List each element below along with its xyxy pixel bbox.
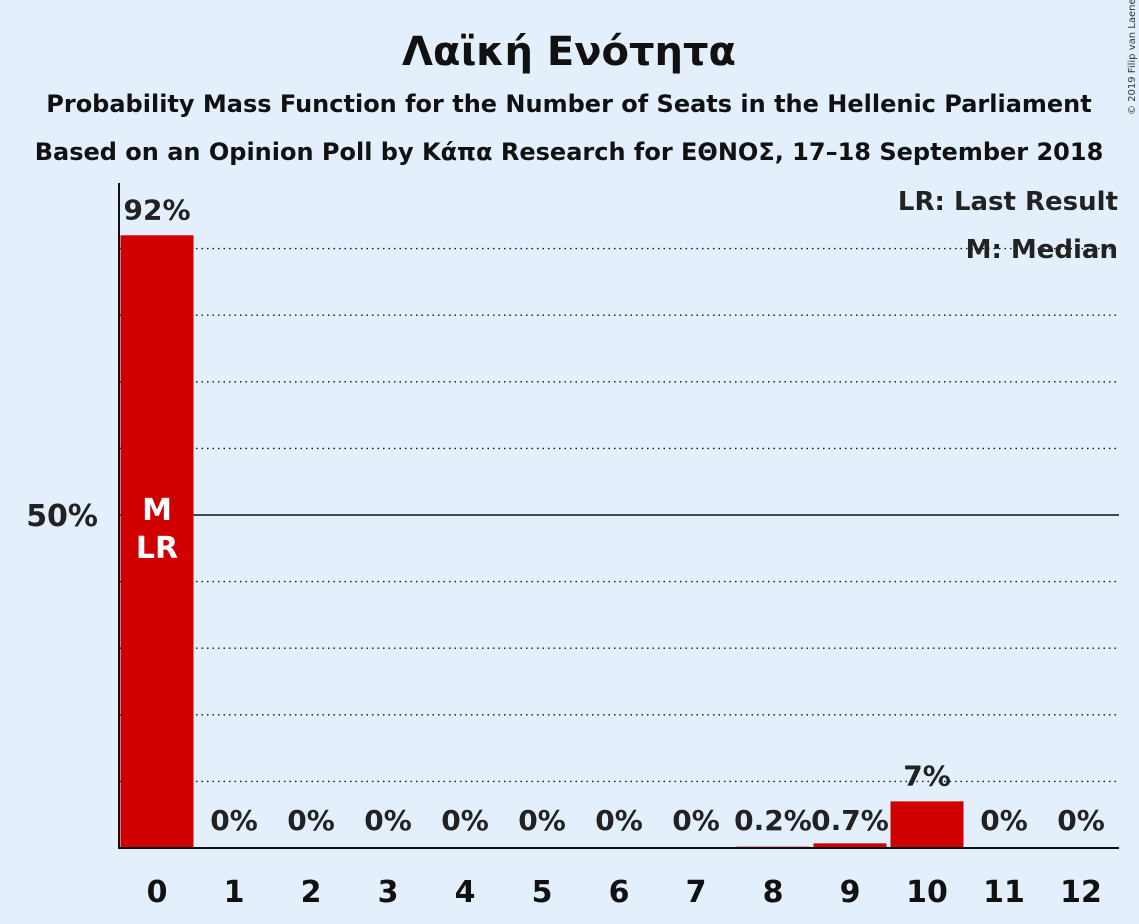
chart-subtitle-2: Based on an Opinion Poll by Κάπα Researc…: [35, 138, 1104, 166]
x-tick-label-9: 9: [840, 875, 861, 910]
x-tick-label-2: 2: [301, 875, 322, 910]
chart-subtitle-1: Probability Mass Function for the Number…: [46, 90, 1091, 118]
copyright-text: © 2019 Filip van Laenen: [1127, 0, 1138, 115]
value-label-seat-6: 0%: [595, 804, 643, 837]
grid-layer: [119, 247, 1119, 783]
value-label-seat-7: 0%: [672, 804, 720, 837]
x-tick-label-10: 10: [906, 875, 948, 910]
last-result-marker: LR: [136, 531, 178, 566]
legend-last-result: LR: Last Result: [898, 187, 1118, 217]
bar-seat-10: [890, 801, 964, 848]
bar-seat-0: [120, 235, 194, 848]
y-tick-label-50: 50%: [26, 499, 98, 534]
chart-title: Λαϊκή Ενότητα: [402, 29, 736, 75]
x-tick-label-8: 8: [763, 875, 784, 910]
x-tick-label-6: 6: [609, 875, 630, 910]
value-label-seat-2: 0%: [287, 804, 335, 837]
value-label-seat-0: 92%: [123, 193, 190, 226]
value-label-seat-3: 0%: [364, 804, 412, 837]
bars-layer: [120, 235, 964, 849]
value-label-seat-8: 0.2%: [734, 804, 812, 837]
x-tick-label-5: 5: [532, 875, 553, 910]
value-label-seat-4: 0%: [441, 804, 489, 837]
x-tick-label-12: 12: [1060, 875, 1102, 910]
value-label-seat-12: 0%: [1057, 804, 1105, 837]
value-label-seat-5: 0%: [518, 804, 566, 837]
x-tick-label-3: 3: [378, 875, 399, 910]
legend-median: M: Median: [966, 235, 1118, 265]
x-tick-label-0: 0: [147, 875, 168, 910]
value-label-seat-1: 0%: [210, 804, 258, 837]
value-label-seat-11: 0%: [980, 804, 1028, 837]
x-tick-label-4: 4: [455, 875, 476, 910]
labels-layer: 92% 0 0% 1 0% 2 0% 3 0% 4 0% 5 0% 6 0% 7 0.2% 8 0.7% 9 7% 10 0…: [123, 193, 1104, 910]
x-tick-label-7: 7: [686, 875, 707, 910]
value-label-seat-10: 7%: [903, 759, 951, 792]
x-tick-label-1: 1: [224, 875, 245, 910]
x-tick-label-11: 11: [983, 875, 1025, 910]
value-label-seat-9: 0.7%: [811, 804, 889, 837]
median-marker: M: [142, 493, 172, 528]
bar-seat-9: [813, 843, 887, 848]
